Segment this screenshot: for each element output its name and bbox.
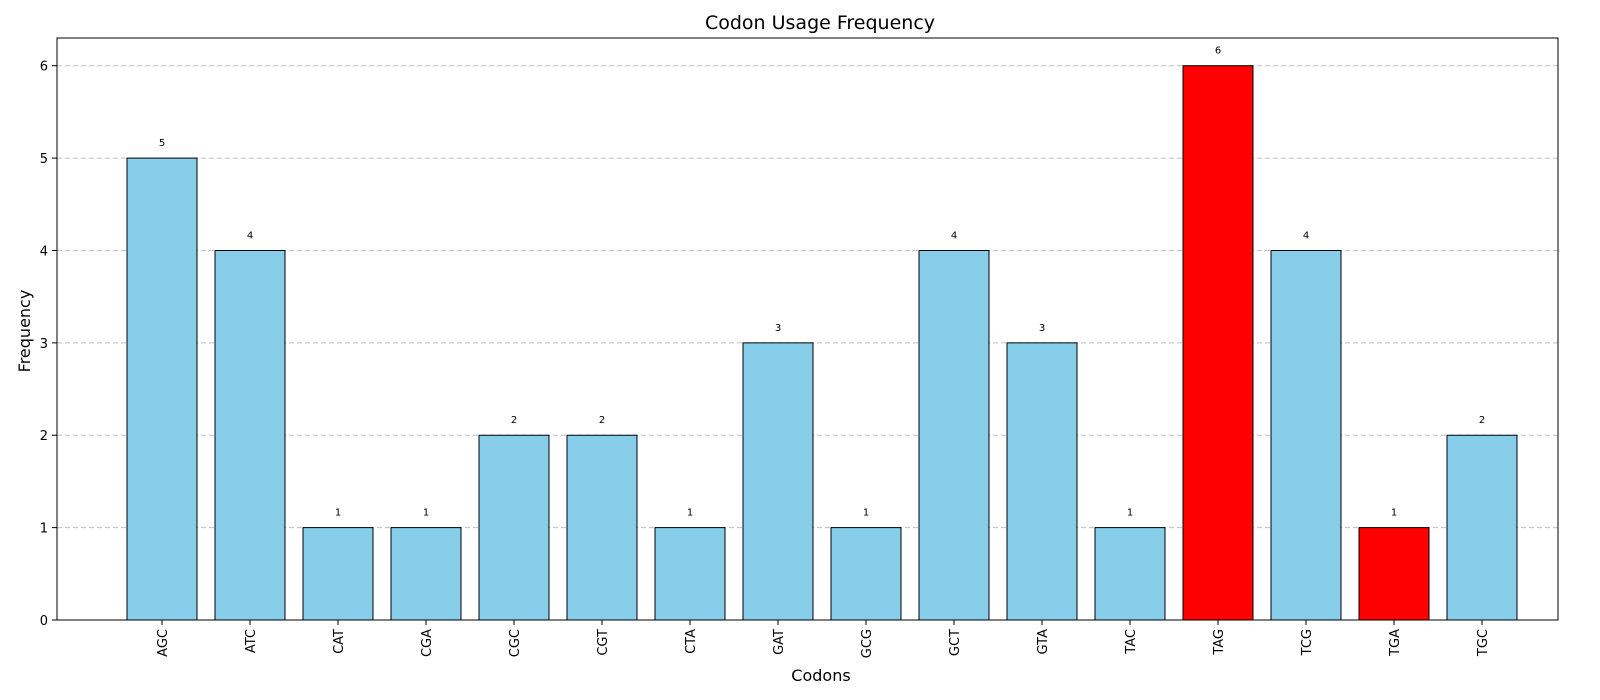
bar-cat xyxy=(302,527,374,621)
x-tick-label-atc: ATC xyxy=(244,629,259,653)
x-tick-label-tag: TAG xyxy=(1212,629,1227,656)
bar-tcg xyxy=(1270,249,1342,621)
bar-gta xyxy=(1006,342,1078,621)
x-tick-label-cgc: CGC xyxy=(508,629,523,657)
y-tick-label: 6 xyxy=(40,60,48,75)
y-tick-label: 3 xyxy=(40,337,48,352)
plot-frame xyxy=(56,37,1559,621)
data-label-gcg: 1 xyxy=(863,508,869,519)
chart-title: Codon Usage Frequency xyxy=(705,12,935,34)
x-tick-label-gta: GTA xyxy=(1036,629,1051,655)
data-label-cgc: 2 xyxy=(511,415,517,426)
data-label-agc: 5 xyxy=(159,138,165,149)
bar-cta xyxy=(654,527,726,621)
bars xyxy=(126,65,1518,621)
x-axis-title: Codons xyxy=(791,666,850,685)
y-tick-label: 2 xyxy=(40,429,48,444)
data-label-tcg: 4 xyxy=(1303,230,1309,241)
y-tick-label: 1 xyxy=(40,522,48,537)
x-tick-label-tcg: TCG xyxy=(1300,629,1315,656)
data-label-gta: 3 xyxy=(1039,323,1045,334)
x-tick-label-cgt: CGT xyxy=(596,629,611,656)
data-label-cat: 1 xyxy=(335,508,341,519)
x-tick-label-tac: TAC xyxy=(1124,629,1139,655)
data-label-cgt: 2 xyxy=(599,415,605,426)
data-label-gat: 3 xyxy=(775,323,781,334)
bar-gat xyxy=(742,342,814,621)
data-labels: 5 4 1 1 2 2 1 3 1 4 3 1 6 4 1 2 xyxy=(159,46,1485,519)
data-label-tga: 1 xyxy=(1391,508,1397,519)
bar-tac xyxy=(1094,527,1166,621)
bar-tag xyxy=(1182,65,1254,621)
y-tick-label: 4 xyxy=(40,244,48,259)
x-tick-label-cat: CAT xyxy=(332,629,347,654)
bar-cgt xyxy=(566,434,638,621)
x-tick-label-gat: GAT xyxy=(772,629,787,655)
bar-cgc xyxy=(478,434,550,621)
y-tick-label: 5 xyxy=(40,152,48,167)
x-tick-label-agc: AGC xyxy=(156,629,171,657)
data-label-tac: 1 xyxy=(1127,508,1133,519)
data-label-cga: 1 xyxy=(423,508,429,519)
x-tick-label-tga: TGA xyxy=(1388,629,1403,657)
bar-cga xyxy=(390,527,462,621)
bar-tgc xyxy=(1446,434,1518,621)
x-axis: AGC ATC CAT CGA CGC CGT CTA GAT GCG GCT GTA TAC TAG T… xyxy=(156,620,1491,658)
bar-gcg xyxy=(830,527,902,621)
data-label-atc: 4 xyxy=(247,230,253,241)
y-axis-title: Frequency xyxy=(15,290,34,373)
y-tick-label: 0 xyxy=(40,614,48,629)
x-tick-label-cga: CGA xyxy=(420,629,435,657)
bar-atc xyxy=(214,249,286,621)
data-label-cta: 1 xyxy=(687,508,693,519)
bar-gct xyxy=(918,249,990,621)
x-tick-label-gct: GCT xyxy=(948,629,963,656)
bar-agc xyxy=(126,157,198,621)
x-tick-label-tgc: TGC xyxy=(1476,629,1491,657)
data-label-tgc: 2 xyxy=(1479,415,1485,426)
x-tick-label-gcg: GCG xyxy=(860,629,875,658)
bar-tga xyxy=(1358,527,1430,621)
data-label-tag: 6 xyxy=(1215,46,1221,57)
x-tick-label-cta: CTA xyxy=(684,629,699,654)
data-label-gct: 4 xyxy=(951,230,957,241)
y-axis: 0 1 2 3 4 5 6 xyxy=(40,60,57,629)
